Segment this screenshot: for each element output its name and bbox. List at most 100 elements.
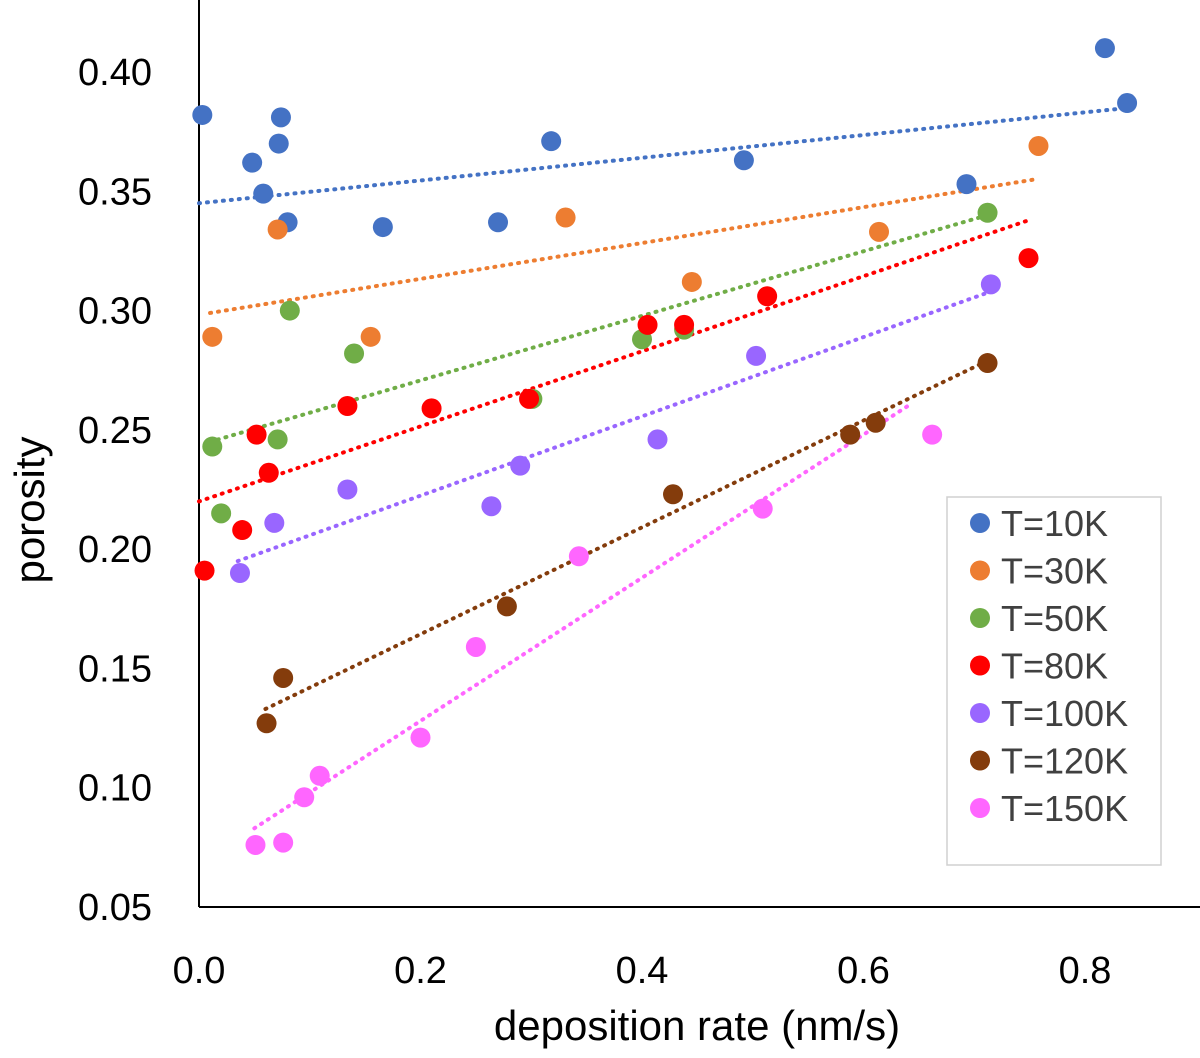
- y-axis-title: porosity: [6, 436, 53, 583]
- data-point-t-80k: [674, 314, 695, 335]
- legend-marker: [970, 655, 990, 676]
- legend-label: T=120K: [1001, 741, 1128, 782]
- y-tick-label: 0.35: [78, 171, 152, 213]
- x-tick-label: 0.2: [394, 950, 447, 992]
- data-point-t-10k: [541, 131, 562, 152]
- y-tick-label: 0.10: [78, 768, 152, 810]
- data-point-t-30k: [360, 326, 381, 347]
- data-point-t-100k: [264, 512, 285, 533]
- data-point-t-150k: [752, 498, 773, 519]
- legend-label: T=10K: [1001, 503, 1108, 544]
- data-point-t-150k: [568, 546, 589, 567]
- x-tick-label: 0.8: [1059, 950, 1112, 992]
- legend-label: T=50K: [1001, 598, 1108, 639]
- tick-labels: 0.0 0.2 0.4 0.6 0.8 0.05 0.10 0.15 0.20 0.25 0.30 0…: [78, 52, 1111, 992]
- data-point-t-80k: [1018, 248, 1039, 269]
- data-point-t-10k: [1117, 93, 1138, 114]
- data-point-t-10k: [268, 133, 289, 154]
- x-axis-title: deposition rate (nm/s): [494, 1002, 900, 1049]
- legend-label: T=80K: [1001, 646, 1108, 687]
- data-point-t-150k: [273, 832, 294, 853]
- trendline-t-100k: [235, 289, 993, 564]
- legend-marker: [970, 703, 990, 723]
- legend-marker: [970, 560, 990, 581]
- data-point-t-10k: [1094, 38, 1115, 59]
- trendline-t-80k: [197, 217, 1032, 504]
- legend-marker: [970, 608, 990, 628]
- data-point-t-30k: [869, 221, 890, 242]
- trendline-t-30k: [208, 177, 1038, 315]
- data-point-t-120k: [663, 484, 684, 505]
- trendline-t-150k: [252, 404, 910, 831]
- data-point-t-50k: [279, 300, 300, 321]
- data-point-t-120k: [840, 424, 861, 445]
- data-point-t-100k: [337, 479, 358, 500]
- data-point-t-80k: [637, 314, 658, 335]
- trendlines: [197, 105, 1132, 831]
- data-point-t-80k: [258, 462, 279, 483]
- data-point-t-50k: [202, 436, 223, 457]
- x-tick-label: 0.0: [173, 950, 226, 992]
- data-point-t-10k: [242, 152, 263, 173]
- data-point-t-80k: [519, 388, 540, 409]
- data-point-t-150k: [309, 765, 330, 786]
- y-tick-label: 0.30: [78, 291, 152, 333]
- legend-marker: [970, 798, 990, 818]
- data-point-t-120k: [977, 353, 998, 374]
- data-point-t-120k: [273, 667, 294, 688]
- data-point-t-10k: [956, 174, 977, 195]
- data-point-t-10k: [488, 212, 509, 233]
- x-tick-label: 0.6: [837, 950, 890, 992]
- data-point-t-150k: [465, 636, 486, 657]
- y-tick-label: 0.25: [78, 410, 152, 452]
- data-point-t-30k: [1028, 135, 1049, 156]
- data-point-t-50k: [977, 202, 998, 223]
- data-point-t-80k: [337, 396, 358, 416]
- data-point-t-150k: [294, 787, 315, 808]
- data-point-t-10k: [192, 104, 213, 125]
- data-point-t-120k: [865, 412, 886, 433]
- y-tick-label: 0.20: [78, 529, 152, 571]
- data-point-t-30k: [555, 207, 576, 228]
- y-tick-label: 0.40: [78, 52, 152, 94]
- data-point-t-50k: [267, 429, 288, 450]
- data-point-t-50k: [344, 343, 365, 364]
- data-point-t-120k: [256, 713, 277, 734]
- y-tick-label: 0.05: [78, 887, 152, 929]
- legend-label: T=30K: [1001, 551, 1108, 592]
- legend-label: T=100K: [1001, 693, 1128, 734]
- data-point-t-100k: [980, 274, 1001, 295]
- y-tick-label: 0.15: [78, 648, 152, 690]
- data-point-t-150k: [922, 424, 943, 445]
- legend-label: T=150K: [1001, 788, 1128, 829]
- legend: T=10K T=30K T=50K T=80K T=100K T=120K T=150K: [946, 496, 1162, 866]
- data-point-t-80k: [757, 286, 778, 307]
- data-point-t-80k: [232, 520, 253, 541]
- x-tick-label: 0.4: [616, 950, 669, 992]
- axes: [198, 0, 1200, 908]
- legend-marker: [970, 750, 990, 771]
- data-point-t-80k: [194, 560, 215, 581]
- data-point-t-10k: [372, 217, 393, 238]
- data-point-t-100k: [647, 429, 668, 450]
- trendline-t-120k: [263, 358, 990, 711]
- data-point-t-150k: [410, 727, 431, 748]
- data-point-t-150k: [245, 834, 266, 855]
- data-point-t-80k: [421, 398, 442, 419]
- legend-marker: [970, 513, 990, 533]
- data-point-t-120k: [496, 596, 517, 617]
- trendline-t-10k: [197, 105, 1132, 206]
- data-points: [192, 38, 1138, 855]
- data-point-t-10k: [733, 150, 754, 171]
- data-point-t-100k: [229, 563, 250, 583]
- data-point-t-100k: [510, 455, 531, 476]
- data-point-t-30k: [267, 219, 288, 240]
- data-point-t-100k: [481, 496, 502, 517]
- data-point-t-30k: [681, 271, 702, 292]
- data-point-t-10k: [270, 107, 291, 128]
- data-point-t-100k: [746, 345, 767, 366]
- data-point-t-10k: [253, 183, 274, 204]
- data-point-t-30k: [202, 326, 223, 347]
- data-point-t-50k: [211, 503, 232, 524]
